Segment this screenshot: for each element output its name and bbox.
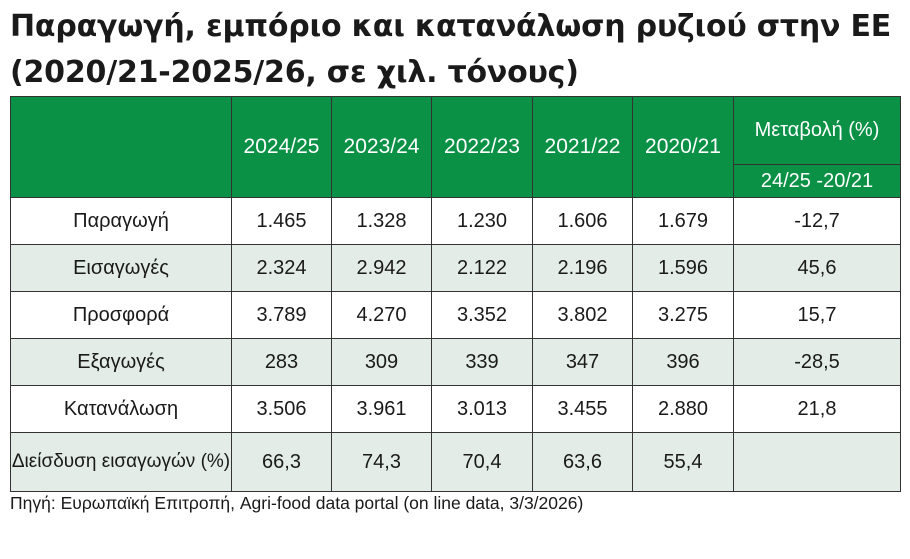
corner-header-cell: [10, 96, 232, 198]
change-cell: 15,7: [733, 291, 901, 339]
table-cell: 3.961: [331, 385, 432, 433]
table-cell: 4.270: [331, 291, 432, 339]
change-cell: -28,5: [733, 338, 901, 386]
table-cell: 396: [632, 338, 734, 386]
table-row: Εξαγωγές 283 309 339 347 396 -28,5: [10, 338, 901, 386]
header-subrow: 24/25 -20/21: [11, 164, 901, 198]
table-cell: 3.275: [632, 291, 734, 339]
table-cell: 70,4: [431, 432, 533, 492]
column-header: 2022/23: [431, 96, 533, 198]
row-label: Εξαγωγές: [10, 338, 232, 386]
column-header: 2020/21: [632, 96, 734, 198]
row-label: Εισαγωγές: [10, 244, 232, 292]
table-cell: 2.196: [532, 244, 633, 292]
table-cell: 1.679: [632, 197, 734, 245]
row-label: Διείσδυση εισαγωγών (%): [10, 432, 232, 492]
table-cell: 1.328: [331, 197, 432, 245]
header-row: 2024/25 2023/24 2022/23 2021/22 2020/21 …: [10, 96, 901, 198]
column-header: 2024/25: [231, 96, 332, 198]
change-cell: 45,6: [733, 244, 901, 292]
table-row: Παραγωγή 1.465 1.328 1.230 1.606 1.679 -…: [10, 197, 901, 245]
table-cell: 2.122: [431, 244, 533, 292]
data-table: 2024/25 2023/24 2022/23 2021/22 2020/21 …: [10, 96, 901, 492]
table-cell: 74,3: [331, 432, 432, 492]
table-cell: 3.013: [431, 385, 533, 433]
change-cell: 21,8: [733, 385, 901, 433]
table-cell: 339: [431, 338, 533, 386]
table-cell: 2.942: [331, 244, 432, 292]
table-row: Διείσδυση εισαγωγών (%) 66,3 74,3 70,4 6…: [10, 432, 901, 492]
change-period-header: 24/25 -20/21: [733, 164, 901, 198]
table-cell: 2.880: [632, 385, 734, 433]
table-cell: 55,4: [632, 432, 734, 492]
table-cell: 1.230: [431, 197, 533, 245]
row-label: Παραγωγή: [10, 197, 232, 245]
change-column-header: Μεταβολή (%): [733, 96, 901, 165]
table-cell: 1.465: [231, 197, 332, 245]
table-cell: 1.606: [532, 197, 633, 245]
change-cell: -12,7: [733, 197, 901, 245]
source-note: Πηγή: Ευρωπαϊκή Επιτροπή, Agri-food data…: [10, 493, 584, 513]
row-label: Κατανάλωση: [10, 385, 232, 433]
table-row: Προσφορά 3.789 4.270 3.352 3.802 3.275 1…: [10, 291, 901, 339]
table-cell: 3.789: [231, 291, 332, 339]
table-cell: 1.596: [632, 244, 734, 292]
column-header: 2021/22: [532, 96, 633, 198]
table-row: Εισαγωγές 2.324 2.942 2.122 2.196 1.596 …: [10, 244, 901, 292]
row-label: Προσφορά: [10, 291, 232, 339]
table-cell: 66,3: [231, 432, 332, 492]
table-cell: 63,6: [532, 432, 633, 492]
table-row: Κατανάλωση 3.506 3.961 3.013 3.455 2.880…: [10, 385, 901, 433]
table-cell: 3.455: [532, 385, 633, 433]
table-cell: 3.802: [532, 291, 633, 339]
chart-title: Παραγωγή, εμπόριο και κατανάλωση ρυζιού …: [10, 9, 892, 90]
table-cell: 347: [532, 338, 633, 386]
table-cell: 3.506: [231, 385, 332, 433]
table-cell: 283: [231, 338, 332, 386]
table-cell: 2.324: [231, 244, 332, 292]
table-cell: 309: [331, 338, 432, 386]
table-cell: 3.352: [431, 291, 533, 339]
change-cell: [733, 432, 901, 492]
column-header: 2023/24: [331, 96, 432, 198]
